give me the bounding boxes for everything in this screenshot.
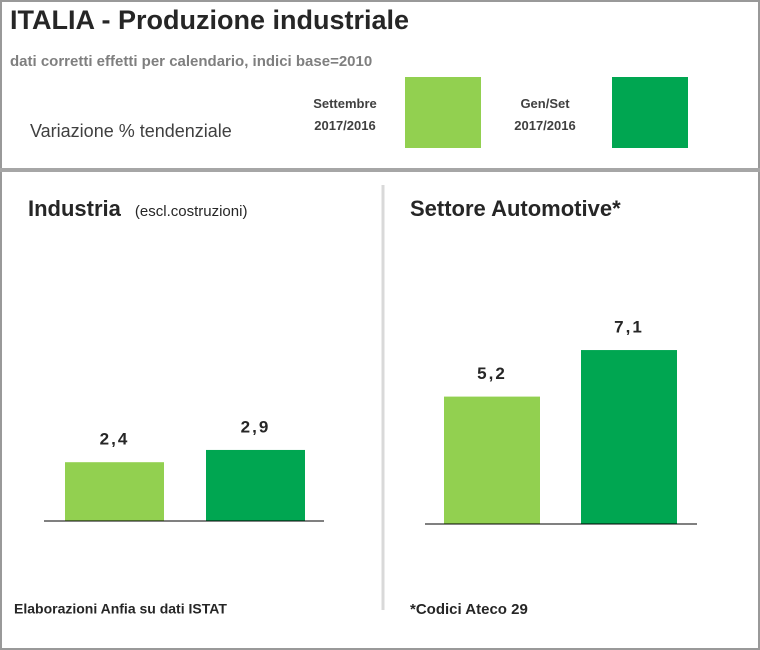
- title: ITALIA - Produzione industriale: [10, 5, 409, 35]
- note: *Codici Ateco 29: [410, 601, 528, 618]
- legend-label: Gen/Set 2017/2016: [514, 96, 576, 133]
- value-label: 7,1: [614, 318, 644, 337]
- value-label: 2,4: [100, 430, 130, 449]
- bar: [444, 396, 540, 524]
- chart-title: Settore Automotive*: [410, 196, 621, 221]
- note: Elaborazioni Anfia su dati ISTAT: [14, 601, 227, 617]
- bar: [206, 449, 305, 521]
- bar: [581, 350, 677, 524]
- legend-swatch: [612, 77, 688, 148]
- legend-title: Variazione % tendenziale: [30, 121, 232, 141]
- subtitle: dati corretti effetti per calendario, in…: [10, 53, 372, 70]
- legend-swatch: [405, 77, 481, 148]
- value-label: 5,2: [477, 364, 507, 383]
- legend-label: Settembre 2017/2016: [313, 96, 377, 133]
- chart-title: Industria: [28, 196, 122, 221]
- chart-subtitle: (escl.costruzioni): [135, 203, 248, 220]
- value-label: 2,9: [241, 417, 271, 436]
- bar: [65, 462, 164, 521]
